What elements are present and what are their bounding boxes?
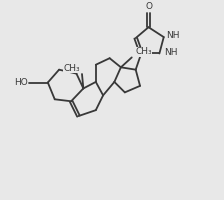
Text: CH₃: CH₃ [135, 47, 152, 56]
Text: NH: NH [164, 48, 177, 57]
Text: CH₃: CH₃ [63, 64, 80, 73]
Text: HO: HO [14, 78, 28, 87]
Text: O: O [145, 2, 152, 11]
Text: NH: NH [166, 31, 180, 40]
